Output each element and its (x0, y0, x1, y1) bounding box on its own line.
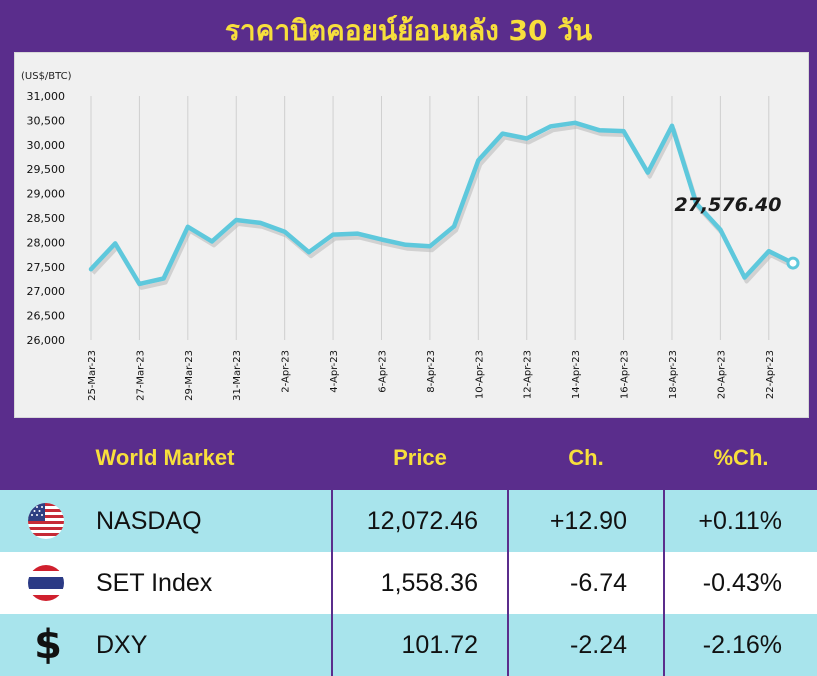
y-tick-label: 28,500 (27, 212, 66, 225)
x-tick-label: 2-Apr-23 (281, 350, 292, 393)
market-change: -2.24 (570, 631, 627, 659)
x-tick-label: 20-Apr-23 (716, 350, 727, 399)
us-flag-icon (28, 503, 64, 539)
x-tick-label: 12-Apr-23 (523, 350, 534, 399)
thai-flag-icon (28, 565, 64, 601)
market-price: 12,072.46 (366, 507, 478, 535)
x-tick-label: 4-Apr-23 (329, 350, 340, 393)
market-percent-change: -0.43% (702, 569, 782, 597)
header-price: Price (393, 445, 447, 470)
x-tick-label: 31-Mar-23 (232, 350, 243, 401)
y-tick-label: 29,500 (27, 163, 66, 176)
x-tick-label: 14-Apr-23 (571, 350, 582, 399)
table-header: World Market Price Ch. %Ch. (0, 428, 817, 488)
header-percent-change: %Ch. (713, 445, 769, 470)
y-tick-label: 27,000 (27, 285, 66, 298)
header-world-market: World Market (95, 445, 235, 470)
y-axis-unit: (US$/BTC) (21, 71, 72, 82)
market-price: 101.72 (401, 631, 478, 659)
y-tick-label: 28,000 (27, 236, 66, 249)
y-tick-label: 30,000 (27, 139, 66, 152)
y-tick-label: 26,500 (27, 310, 66, 323)
x-tick-label: 18-Apr-23 (668, 350, 679, 399)
market-change: -6.74 (570, 569, 627, 597)
y-tick-label: 30,500 (27, 114, 66, 127)
x-tick-label: 6-Apr-23 (377, 350, 388, 393)
price-line-chart: (US$/BTC) 26,000 26,500 27,000 27,500 28,000… (21, 71, 800, 401)
y-tick-label: 29,000 (27, 188, 66, 201)
market-name: SET Index (96, 569, 213, 597)
table-row: NASDAQ 12,072.46 +12.90 +0.11% (0, 490, 817, 552)
x-tick-label: 16-Apr-23 (620, 350, 631, 399)
last-point-marker (786, 256, 800, 270)
x-tick-label: 22-Apr-23 (765, 350, 776, 399)
chart-panel: (US$/BTC) 26,000 26,500 27,000 27,500 28,000… (14, 52, 809, 418)
header-change: Ch. (568, 445, 604, 470)
chart-title: ราคาบิตคอยน์ย้อนหลัง 30 วัน (224, 14, 593, 47)
last-price-annotation: 27,576.40 (675, 194, 782, 216)
x-tick-label: 27-Mar-23 (135, 350, 146, 401)
market-price: 1,558.36 (380, 569, 478, 597)
x-tick-label: 10-Apr-23 (474, 350, 485, 399)
y-tick-label: 27,500 (27, 261, 66, 274)
x-tick-label: 25-Mar-23 (87, 350, 98, 401)
market-percent-change: +0.11% (698, 507, 782, 535)
y-tick-label: 31,000 (27, 90, 66, 103)
market-change: +12.90 (549, 507, 627, 535)
series-line (88, 120, 796, 287)
dollar-icon: $ (34, 622, 62, 668)
market-name: NASDAQ (96, 507, 202, 535)
y-tick-label: 26,000 (27, 334, 66, 347)
market-percent-change: -2.16% (702, 631, 782, 659)
table-row: $ DXY 101.72 -2.24 -2.16% (0, 614, 817, 676)
x-tick-label: 29-Mar-23 (184, 350, 195, 401)
market-name: DXY (96, 631, 148, 659)
table-row: SET Index 1,558.36 -6.74 -0.43% (0, 552, 817, 614)
world-market-table: World Market Price Ch. %Ch. NASDAQ (0, 428, 817, 676)
x-tick-label: 8-Apr-23 (426, 350, 437, 393)
